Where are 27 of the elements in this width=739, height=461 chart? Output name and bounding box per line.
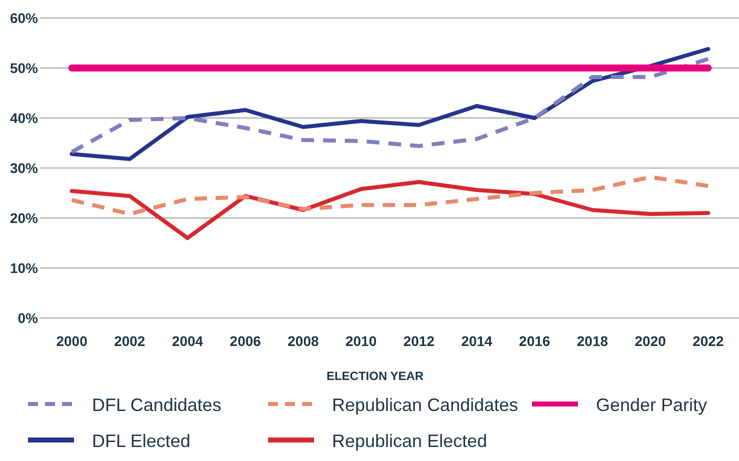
y-tick-label: 30% (10, 160, 39, 176)
legend-label: Republican Candidates (332, 395, 518, 415)
y-tick-label: 50% (10, 60, 39, 76)
y-tick-label: 40% (10, 110, 39, 126)
x-tick-label: 2022 (692, 333, 724, 349)
legend-label: DFL Candidates (92, 395, 222, 415)
line-series (70, 175, 710, 216)
y-tick-label: 60% (10, 10, 39, 26)
y-tick-label: 10% (10, 260, 39, 276)
x-tick-label: 2014 (461, 333, 493, 349)
x-tick-label: 2000 (56, 333, 88, 349)
y-tick-label: 0% (18, 310, 39, 326)
line-series (70, 180, 710, 240)
x-tick-label: 2020 (634, 333, 666, 349)
x-tick-label: 2006 (230, 333, 262, 349)
legend-label: Republican Elected (332, 431, 488, 451)
y-tick-label: 20% (10, 210, 39, 226)
legend-label: DFL Elected (92, 431, 190, 451)
x-tick-label: 2008 (288, 333, 320, 349)
x-tick-label: 2002 (114, 333, 146, 349)
x-tick-label: 2016 (519, 333, 550, 349)
x-tick-label: 2004 (172, 333, 204, 349)
x-tick-label: 2018 (576, 333, 608, 349)
x-tick-label: 2010 (345, 333, 377, 349)
x-axis-title: ELECTION YEAR (326, 369, 424, 383)
x-tick-label: 2012 (403, 333, 435, 349)
legend-label: Gender Parity (596, 395, 708, 415)
